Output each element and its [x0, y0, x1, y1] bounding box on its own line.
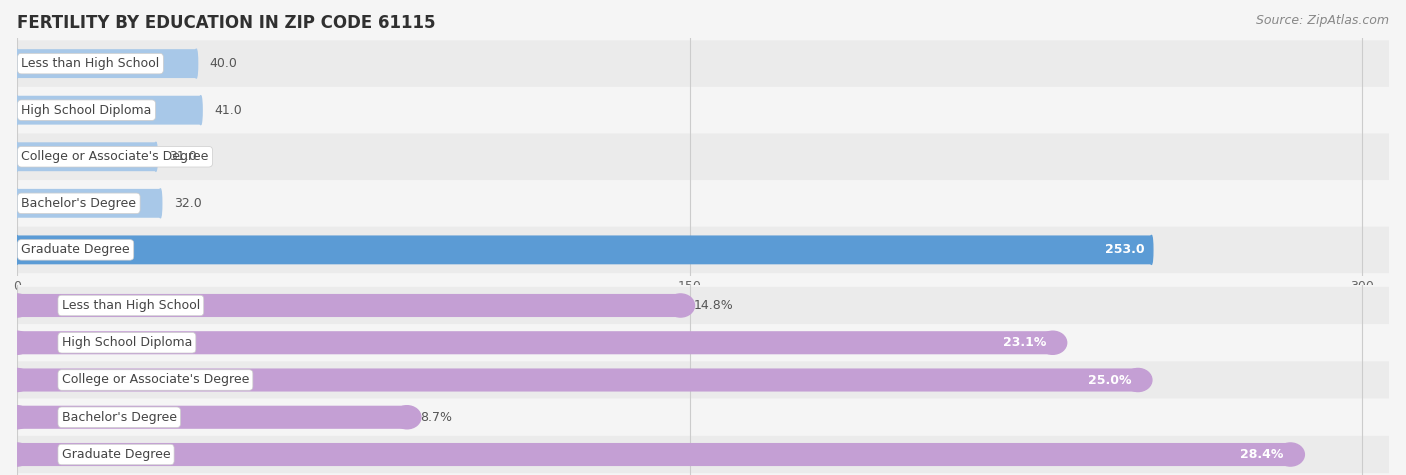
Circle shape — [1123, 369, 1152, 391]
FancyBboxPatch shape — [17, 236, 1152, 264]
FancyBboxPatch shape — [17, 49, 197, 78]
Circle shape — [159, 189, 162, 218]
Circle shape — [3, 331, 31, 354]
Circle shape — [3, 406, 31, 429]
Circle shape — [15, 236, 18, 264]
Text: 25.0%: 25.0% — [1088, 373, 1132, 387]
FancyBboxPatch shape — [17, 87, 1389, 133]
Circle shape — [3, 443, 31, 466]
Text: 14.8%: 14.8% — [695, 299, 734, 312]
Text: 253.0: 253.0 — [1105, 243, 1144, 256]
Circle shape — [1150, 236, 1153, 264]
Text: Bachelor's Degree: Bachelor's Degree — [21, 197, 136, 210]
Text: 28.4%: 28.4% — [1240, 448, 1284, 461]
FancyBboxPatch shape — [17, 436, 1389, 473]
FancyBboxPatch shape — [17, 189, 160, 218]
Text: High School Diploma: High School Diploma — [21, 104, 152, 117]
FancyBboxPatch shape — [17, 331, 1053, 354]
Text: FERTILITY BY EDUCATION IN ZIP CODE 61115: FERTILITY BY EDUCATION IN ZIP CODE 61115 — [17, 14, 436, 32]
FancyBboxPatch shape — [17, 40, 1389, 87]
Text: Less than High School: Less than High School — [21, 57, 160, 70]
Circle shape — [195, 49, 198, 78]
Circle shape — [1039, 331, 1067, 354]
FancyBboxPatch shape — [17, 133, 1389, 180]
FancyBboxPatch shape — [17, 443, 1291, 466]
Circle shape — [15, 49, 18, 78]
Text: Graduate Degree: Graduate Degree — [21, 243, 129, 256]
Text: College or Associate's Degree: College or Associate's Degree — [62, 373, 249, 387]
Text: 8.7%: 8.7% — [420, 411, 453, 424]
Text: 41.0: 41.0 — [214, 104, 242, 117]
Circle shape — [394, 406, 420, 429]
FancyBboxPatch shape — [17, 369, 1137, 391]
FancyBboxPatch shape — [17, 227, 1389, 273]
FancyBboxPatch shape — [17, 406, 406, 429]
Text: 23.1%: 23.1% — [1002, 336, 1046, 349]
Text: 40.0: 40.0 — [209, 57, 238, 70]
Circle shape — [200, 96, 202, 124]
Text: Less than High School: Less than High School — [62, 299, 200, 312]
Circle shape — [15, 96, 18, 124]
FancyBboxPatch shape — [17, 96, 201, 124]
FancyBboxPatch shape — [17, 180, 1389, 227]
Circle shape — [155, 142, 157, 171]
Circle shape — [15, 189, 18, 218]
FancyBboxPatch shape — [17, 361, 1389, 399]
Text: College or Associate's Degree: College or Associate's Degree — [21, 150, 208, 163]
Circle shape — [15, 142, 18, 171]
Text: Source: ZipAtlas.com: Source: ZipAtlas.com — [1256, 14, 1389, 27]
FancyBboxPatch shape — [17, 287, 1389, 324]
Text: 31.0: 31.0 — [169, 150, 197, 163]
Text: High School Diploma: High School Diploma — [62, 336, 193, 349]
Circle shape — [666, 294, 695, 317]
FancyBboxPatch shape — [17, 142, 156, 171]
Text: Graduate Degree: Graduate Degree — [62, 448, 170, 461]
Circle shape — [1277, 443, 1305, 466]
Text: Bachelor's Degree: Bachelor's Degree — [62, 411, 177, 424]
Circle shape — [3, 294, 31, 317]
FancyBboxPatch shape — [17, 324, 1389, 361]
FancyBboxPatch shape — [17, 399, 1389, 436]
FancyBboxPatch shape — [17, 294, 681, 317]
Circle shape — [3, 369, 31, 391]
Text: 32.0: 32.0 — [174, 197, 201, 210]
